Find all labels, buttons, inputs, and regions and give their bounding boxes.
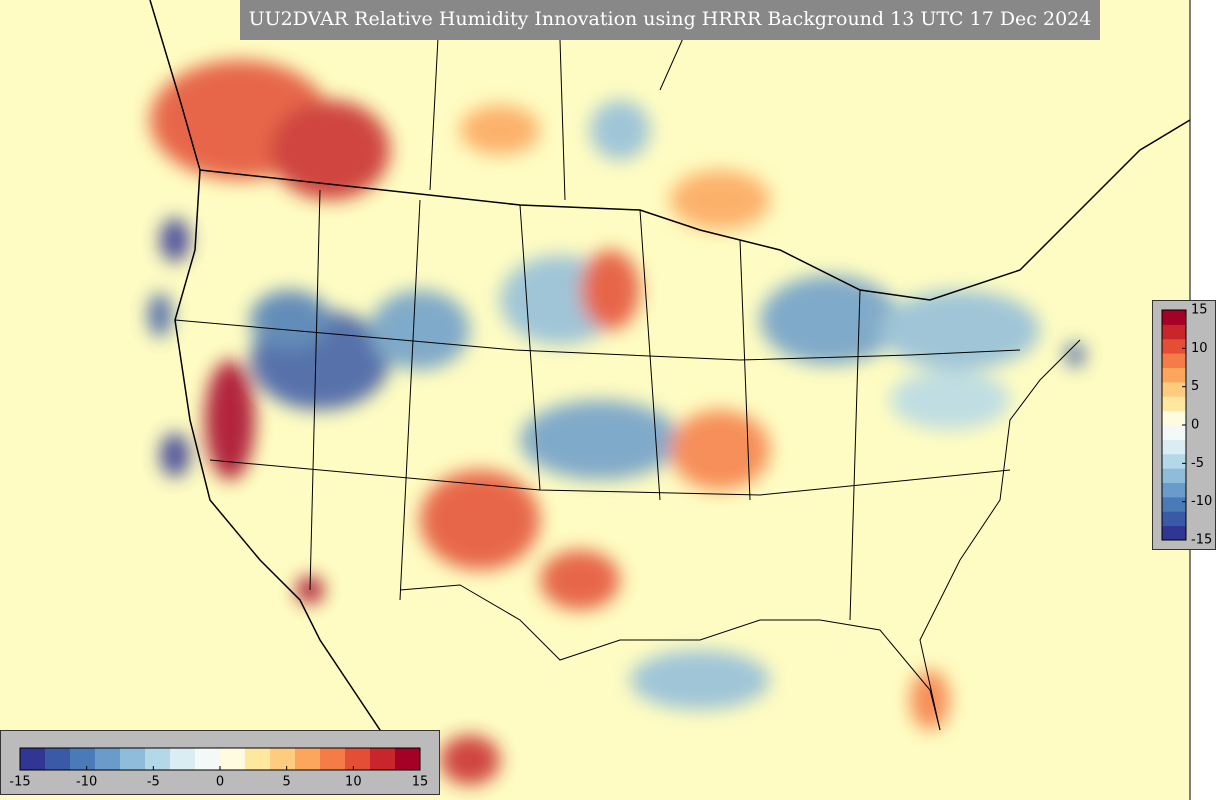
colorbar-segment <box>1162 439 1186 455</box>
colorbar-tick-label: 5 <box>1191 379 1199 394</box>
colorbar-segment <box>345 748 371 770</box>
title-box <box>240 0 1100 40</box>
colorbar-segment <box>1162 310 1186 325</box>
colorbar-segment <box>1162 410 1186 426</box>
colorbar-tick-label: -15 <box>1191 533 1212 548</box>
colorbar-segment <box>1162 381 1186 397</box>
boundaries <box>149 0 1191 761</box>
colorbar-segment <box>270 748 296 770</box>
colorbar-segment <box>320 748 346 770</box>
colorbar-segment <box>195 748 221 770</box>
colorbar-tick-label: -5 <box>147 775 160 790</box>
colorbar-segment <box>1162 496 1186 512</box>
colorbar-segment <box>245 748 271 770</box>
colorbar-segment <box>145 748 171 770</box>
colorbar-tick-label: -5 <box>1191 456 1204 471</box>
colorbar-tick-label: -10 <box>1191 494 1212 509</box>
colorbar-segment <box>1162 511 1186 527</box>
colorbar-segment <box>1162 468 1186 483</box>
colorbar-segment <box>370 748 396 770</box>
colorbar-segment <box>1162 425 1186 440</box>
colorbar-segment <box>95 748 121 770</box>
colorbar-segment <box>1162 482 1186 498</box>
colorbar-segment <box>70 748 96 770</box>
humidity-field <box>148 60 1085 785</box>
colorbar-segment <box>295 748 321 770</box>
colorbar-segment <box>20 748 46 770</box>
colorbar-segment <box>395 748 421 770</box>
colorbar-tick-label: 15 <box>412 775 429 790</box>
title: UU2DVAR Relative Humidity Innovation usi… <box>249 8 1092 30</box>
colorbar-tick-label: 0 <box>1191 418 1199 433</box>
colorbar-segment <box>170 748 196 770</box>
colorbar-tick-label: 5 <box>283 775 291 790</box>
colorbar-tick-label: -15 <box>9 775 30 790</box>
colorbar-segment <box>1162 525 1186 541</box>
colorbar-segment <box>1162 453 1186 469</box>
colorbar-segment <box>45 748 71 770</box>
colorbar-tick-label: 10 <box>345 775 362 790</box>
colorbar-segment <box>120 748 146 770</box>
colorbar-tick-label: 0 <box>216 775 224 790</box>
colorbar-segment <box>1162 338 1186 354</box>
colorbar-tick-label: -10 <box>76 775 97 790</box>
colorbar-segment <box>220 748 246 770</box>
colorbar-segment <box>1162 353 1186 368</box>
colorbar-tick-label: 10 <box>1191 341 1208 356</box>
colorbar-segment <box>1162 324 1186 340</box>
colorbar-segment <box>1162 396 1186 412</box>
colorbar-segment <box>1162 367 1186 383</box>
colorbar-tick-label: 15 <box>1191 303 1208 318</box>
